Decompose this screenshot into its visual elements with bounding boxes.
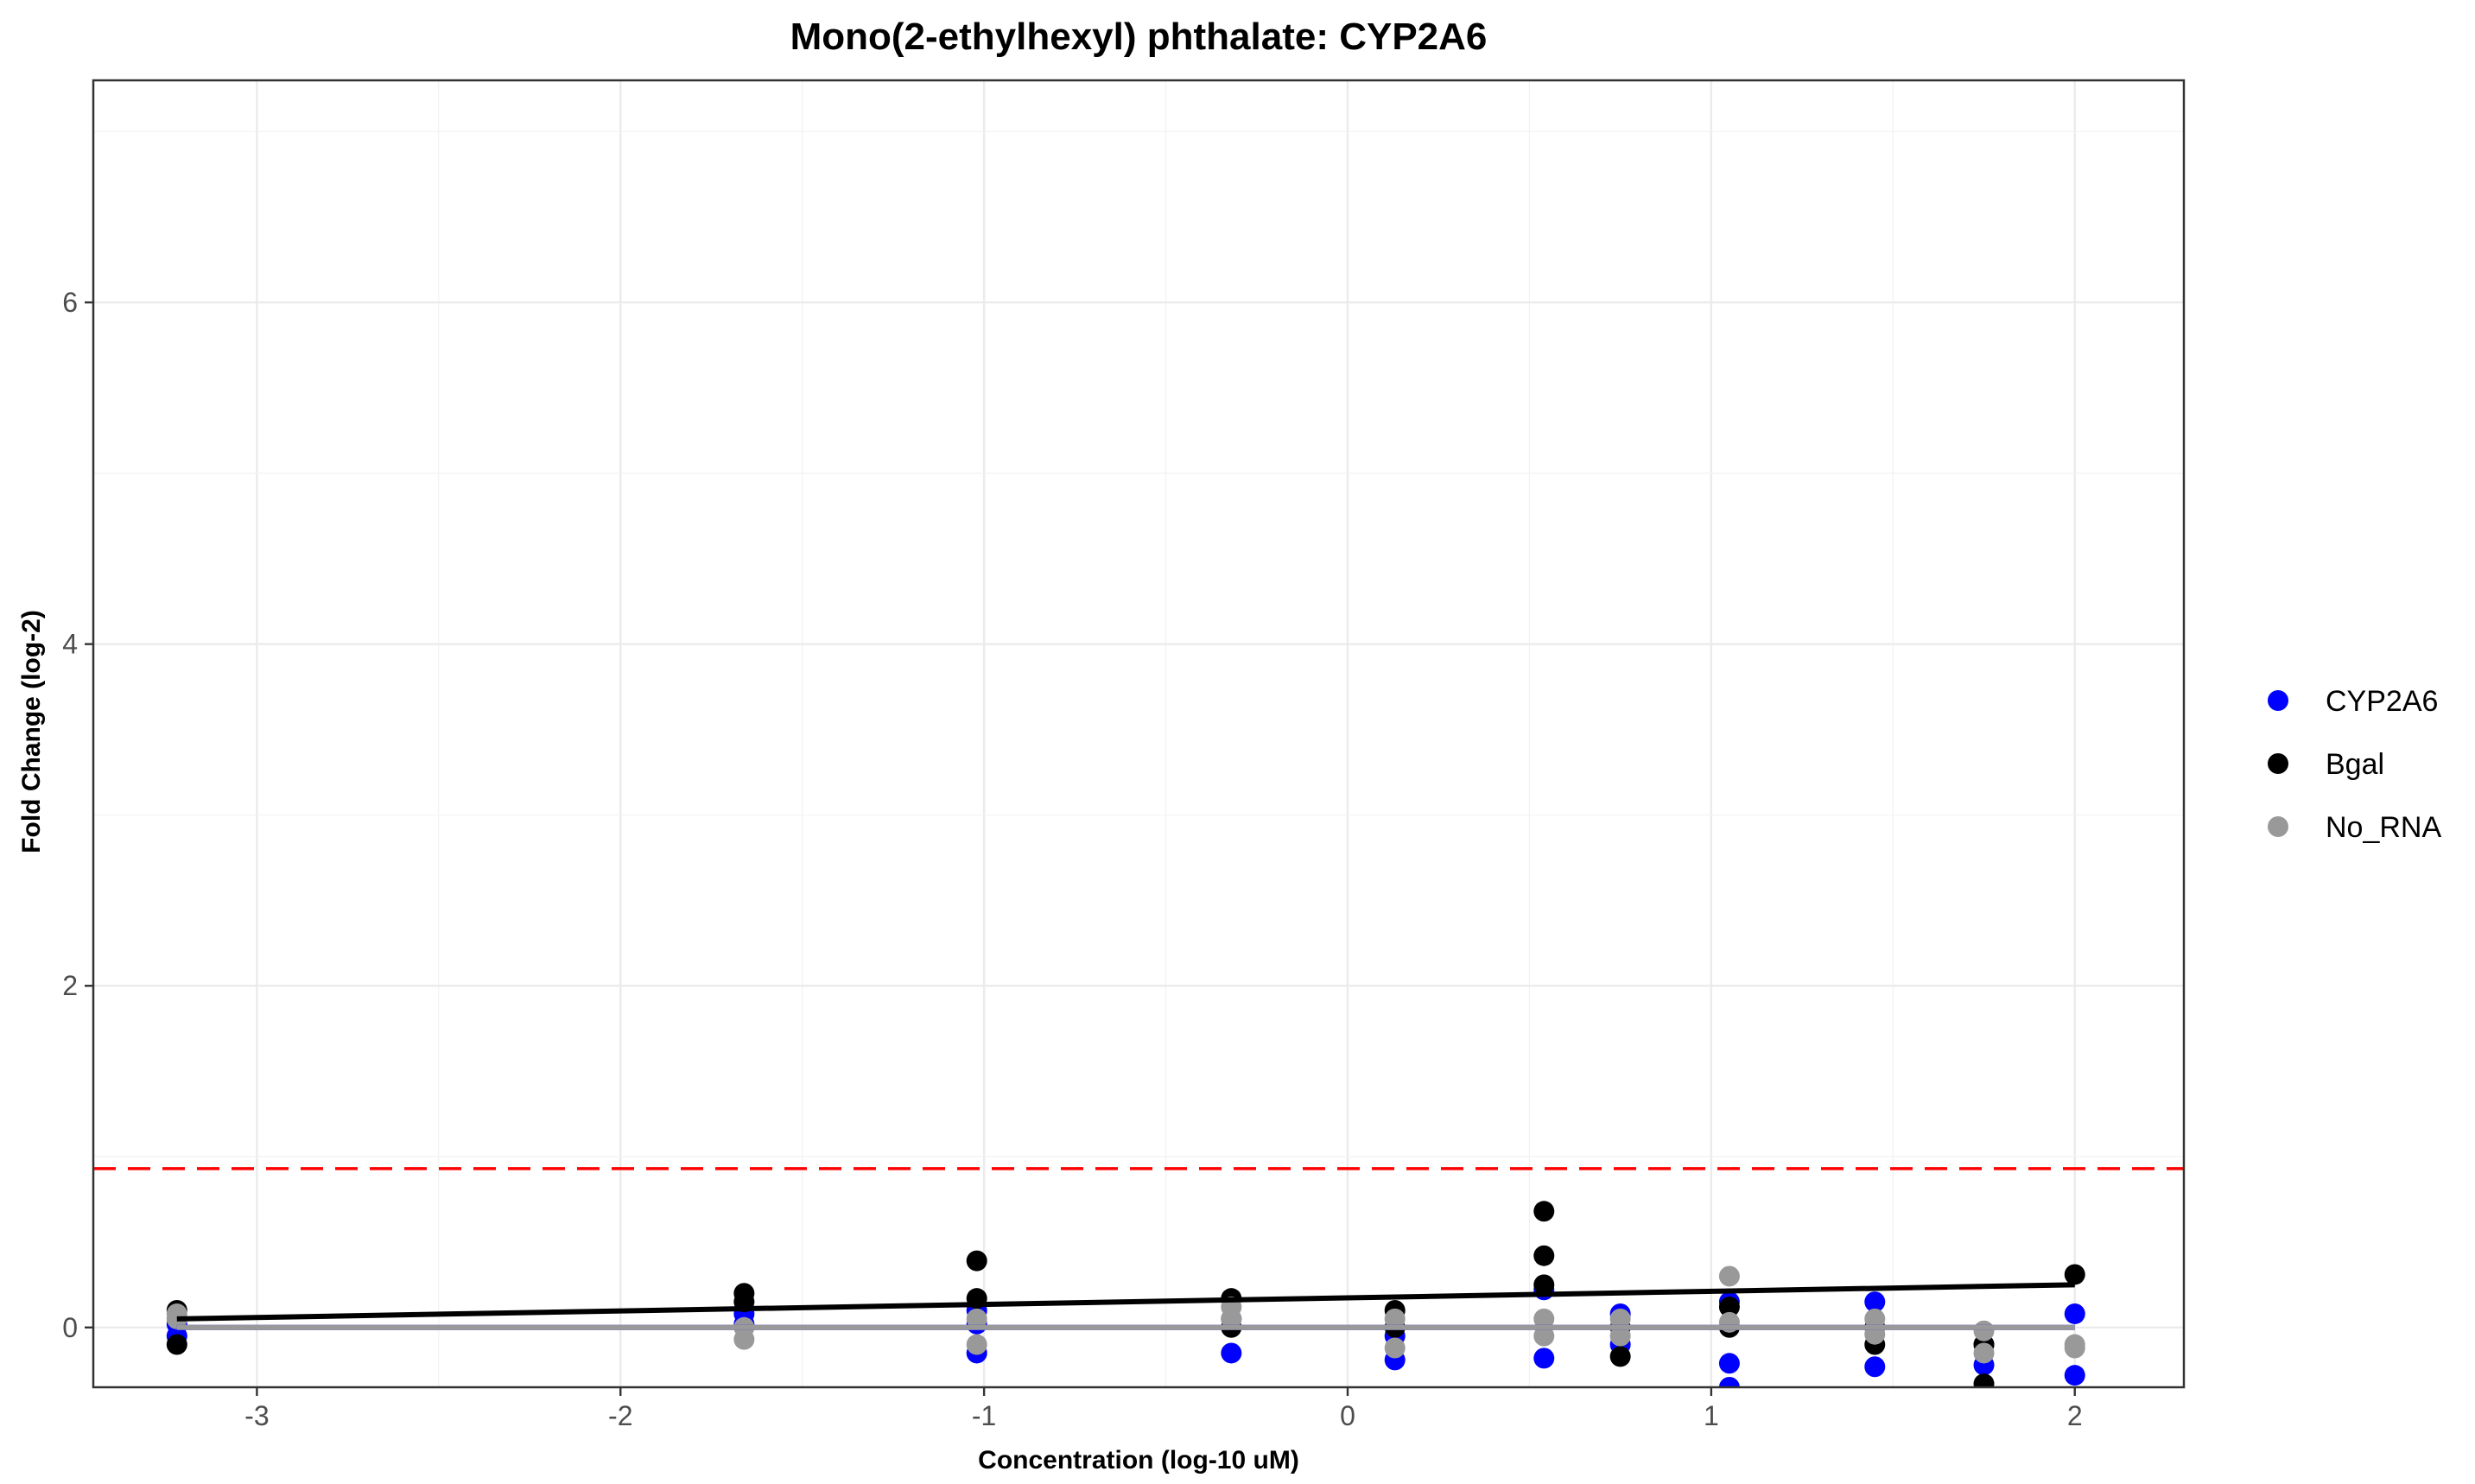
data-point-no-rna [1533, 1308, 1555, 1329]
data-point-bgal [1973, 1373, 1995, 1387]
data-point-no-rna [1864, 1308, 1886, 1329]
chart-title: Mono(2-ethylhexyl) phthalate: CYP2A6 [790, 16, 1488, 58]
legend-item-bgal: Bgal [2268, 748, 2384, 781]
data-point-no-rna [1533, 1325, 1555, 1347]
y-tick-label: 0 [62, 1312, 78, 1343]
legend-item-cyp2a6: CYP2A6 [2268, 685, 2438, 718]
data-point-no-rna [1384, 1308, 1406, 1329]
data-point-bgal [166, 1334, 187, 1355]
data-point-bgal [1533, 1201, 1555, 1222]
fit-line-bgal [176, 1282, 2075, 1322]
data-point-no-rna [966, 1308, 987, 1329]
y-tick-label: 6 [62, 287, 78, 318]
data-point-cyp2a6 [1221, 1342, 1242, 1364]
y-tick-label: 4 [62, 629, 78, 660]
x-tick-label: -1 [972, 1400, 996, 1431]
data-point-no-rna [2064, 1337, 2085, 1359]
data-point-cyp2a6 [1718, 1353, 1740, 1374]
data-point-cyp2a6 [1864, 1291, 1886, 1313]
legend-key-marker [2268, 816, 2288, 837]
x-axis-ticks: -3 -2 -1 0 1 2 [244, 1387, 2083, 1431]
y-tick-label: 2 [62, 970, 78, 1001]
data-point-no-rna [1609, 1308, 1631, 1329]
data-point-bgal [1533, 1245, 1555, 1266]
data-point-no-rna [966, 1334, 987, 1355]
fit-lines [176, 1282, 2075, 1330]
x-axis-label: Concentration (log-10 uM) [978, 1446, 1299, 1474]
legend-label: No_RNA [2326, 811, 2441, 844]
x-tick-label: 2 [2067, 1400, 2083, 1431]
data-point-cyp2a6 [2064, 1365, 2085, 1386]
data-point-bgal [966, 1250, 987, 1272]
data-point-no-rna [1609, 1325, 1631, 1347]
data-point-cyp2a6 [2064, 1303, 2085, 1324]
y-axis-label: Fold Change (log-2) [17, 610, 46, 853]
data-point-bgal [1533, 1274, 1555, 1296]
plot-panel-border [92, 79, 2186, 1389]
legend-item-no-rna: No_RNA [2268, 811, 2441, 844]
legend-key-marker [2268, 753, 2288, 774]
data-point-no-rna [1973, 1320, 1995, 1341]
data-point-no-rna [1221, 1308, 1242, 1329]
legend-label: CYP2A6 [2326, 685, 2438, 718]
data-point-bgal [1718, 1297, 1740, 1318]
x-tick-label: 0 [1340, 1400, 1355, 1431]
data-point-bgal [2064, 1264, 2085, 1285]
data-point-cyp2a6 [1533, 1348, 1555, 1369]
x-tick-label: 1 [1704, 1400, 1719, 1431]
data-point-bgal [1609, 1346, 1631, 1367]
x-tick-label: -2 [608, 1400, 632, 1431]
x-tick-label: -3 [244, 1400, 269, 1431]
data-point-no-rna [1973, 1342, 1995, 1364]
legend: CYP2A6 Bgal No_RNA [2268, 685, 2441, 844]
data-point-no-rna [1718, 1265, 1740, 1287]
data-point-no-rna [1384, 1337, 1406, 1359]
data-point-cyp2a6 [1718, 1377, 1740, 1387]
legend-key-marker [2268, 690, 2288, 711]
data-point-cyp2a6 [1864, 1356, 1886, 1378]
legend-label: Bgal [2326, 748, 2384, 781]
y-axis-ticks: 0 2 4 6 [62, 287, 93, 1343]
